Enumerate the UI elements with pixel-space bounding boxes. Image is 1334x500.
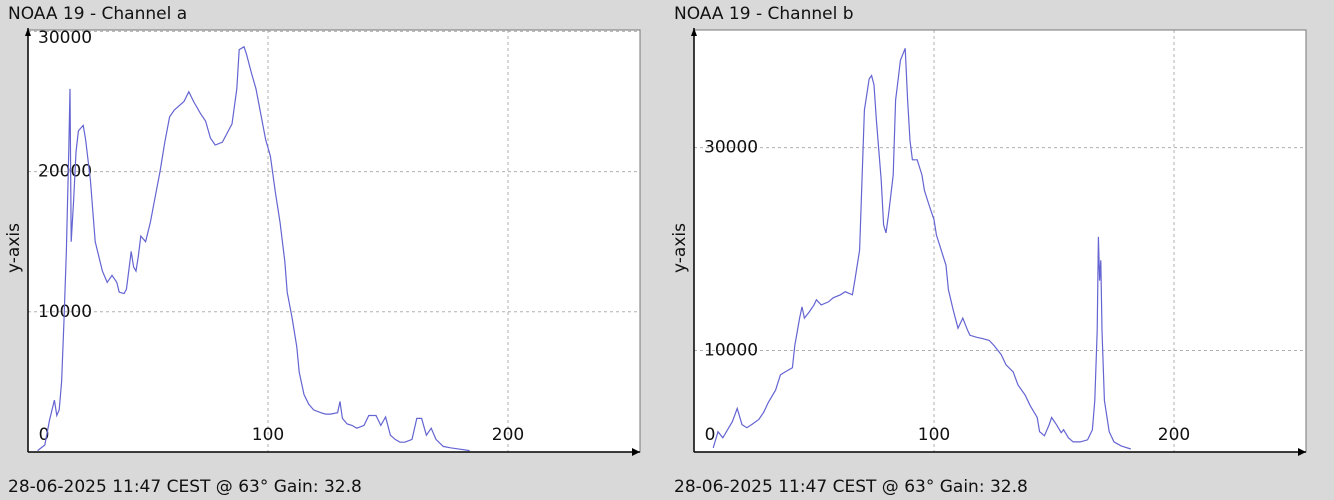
chart-panel: 0 100 200 10000 20000 30000 NOAA 19 - Channel … [4, 4, 641, 497]
y-tick-label: 20000 [38, 162, 92, 182]
y-tick-label: 30000 [704, 138, 758, 158]
x-tick-label: 0 [39, 425, 50, 445]
footer-status: 28-06-2025 11:47 CEST @ 63° Gain: 32.8 [674, 477, 1028, 497]
y-axis-label: y-axis [4, 223, 24, 273]
y-tick-label: 10000 [38, 302, 92, 322]
x-tick-label: 100 [918, 425, 950, 445]
x-axis-arrow [1298, 448, 1306, 456]
x-tick-label: 100 [252, 425, 284, 445]
y-axis-label: y-axis [670, 223, 690, 273]
y-tick-label: 10000 [704, 341, 758, 361]
chart-title: NOAA 19 - Channel a [8, 4, 187, 24]
y-axis-arrow [25, 28, 31, 36]
chart-panel: 0 100 200 10000 30000 NOAA 19 - Channel b y-ax… [670, 4, 1307, 497]
plot-area [694, 30, 1306, 452]
plot-area [28, 30, 640, 452]
data-line [712, 48, 1131, 450]
y-tick-label: 30000 [38, 28, 92, 48]
x-tick-label: 200 [1158, 425, 1190, 445]
x-axis-arrow [632, 448, 640, 456]
chart-title: NOAA 19 - Channel b [674, 4, 854, 24]
footer-status: 28-06-2025 11:47 CEST @ 63° Gain: 32.8 [8, 477, 362, 497]
x-tick-label: 200 [492, 425, 524, 445]
x-tick-label: 0 [705, 425, 716, 445]
data-line [37, 45, 470, 452]
y-axis-arrow [691, 28, 697, 36]
